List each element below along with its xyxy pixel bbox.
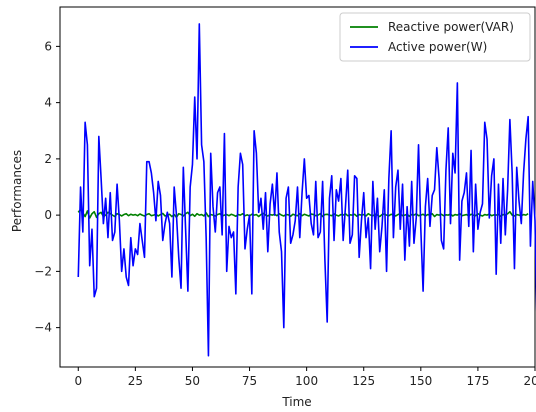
y-tick-label: 2	[44, 152, 52, 166]
legend-box	[339, 12, 531, 62]
y-axis-title: Performances	[10, 150, 24, 232]
series-line-active-power	[77, 23, 536, 357]
x-tick-label: 150	[409, 374, 432, 388]
x-axis: 0 25 50 75 100 125 150 175 200	[74, 367, 536, 388]
x-tick-label: 25	[128, 374, 143, 388]
y-tick-label: −4	[34, 321, 52, 335]
y-tick-label: −2	[34, 264, 52, 278]
legend: Reactive power(VAR) Active power(W)	[339, 12, 531, 62]
x-tick-label: 75	[242, 374, 257, 388]
x-tick-label: 125	[352, 374, 375, 388]
x-tick-label: 200	[524, 374, 536, 388]
series-line-reactive-power	[77, 208, 529, 219]
series-layer	[77, 23, 536, 357]
x-tick-label: 175	[466, 374, 489, 388]
x-tick-label: 50	[185, 374, 200, 388]
plot-area	[59, 6, 536, 368]
y-tick-label: 0	[44, 208, 52, 222]
y-axis: −4 −2 0 2 4 6	[34, 39, 60, 335]
legend-label-active: Active power(W)	[388, 40, 487, 54]
y-tick-label: 6	[44, 39, 52, 53]
x-tick-label: 100	[295, 374, 318, 388]
y-tick-label: 4	[44, 96, 52, 110]
x-axis-title: Time	[281, 395, 311, 409]
legend-label-reactive: Reactive power(VAR)	[388, 20, 514, 34]
x-tick-label: 0	[74, 374, 82, 388]
